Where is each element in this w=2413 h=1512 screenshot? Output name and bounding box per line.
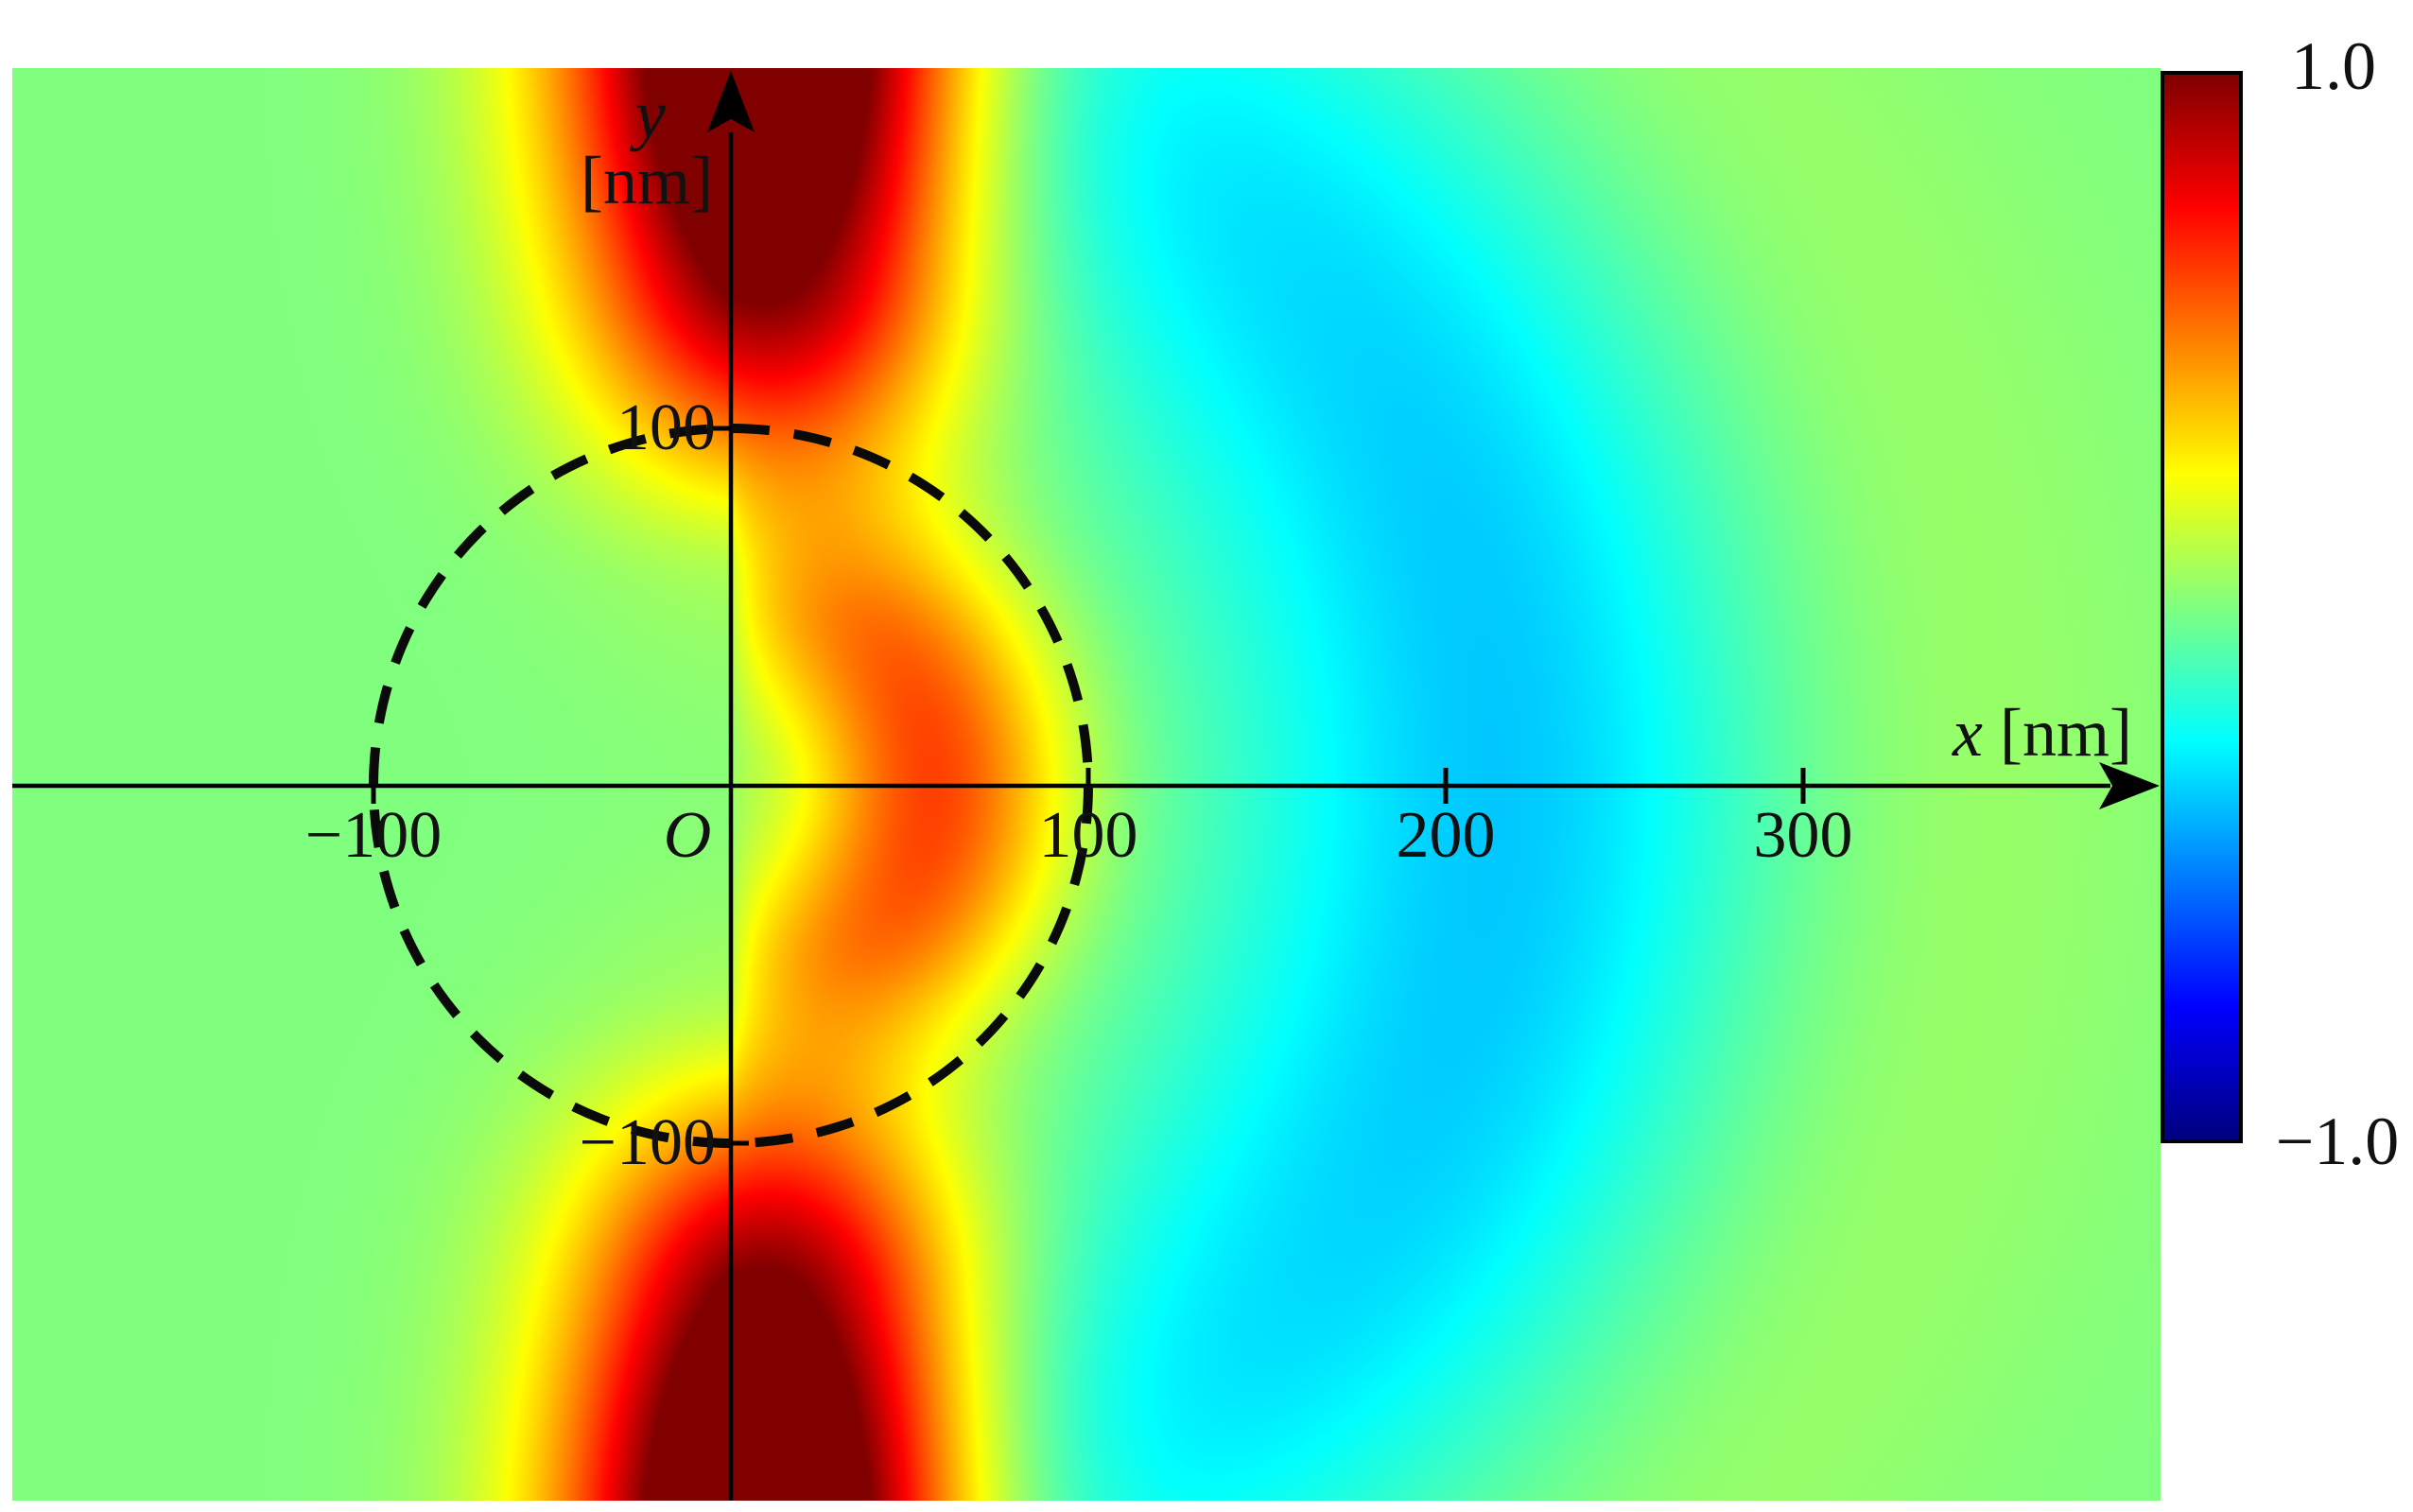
- x-axis-label: x [nm]: [1953, 699, 2132, 767]
- x-axis-label-unit: [nm]: [2000, 695, 2132, 771]
- heatmap-field: [12, 68, 2161, 1501]
- x-tick-label: −100: [304, 799, 443, 872]
- x-axis-label-symbol: x: [1953, 695, 1983, 771]
- colorbar: [2161, 71, 2243, 1143]
- y-tick-label: 100: [616, 391, 716, 464]
- y-axis-label-unit: [nm]: [581, 143, 713, 218]
- origin-label: O: [663, 799, 712, 872]
- x-tick-label: 100: [1038, 799, 1138, 872]
- x-tick-label: 200: [1396, 799, 1496, 872]
- y-axis-label-symbol: y: [635, 77, 666, 152]
- x-tick-label: 300: [1753, 799, 1853, 872]
- colorbar-max-label: 1.0: [2291, 28, 2376, 104]
- colorbar-min-label: −1.0: [2275, 1104, 2400, 1179]
- y-tick-label: −100: [579, 1106, 716, 1179]
